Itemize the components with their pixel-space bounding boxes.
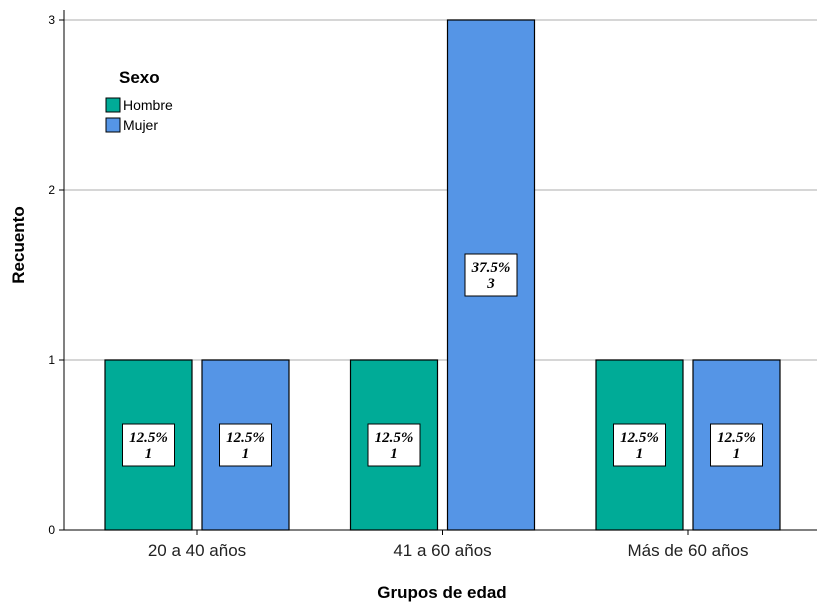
data-label-count: 1: [636, 446, 644, 462]
y-tick-label: 3: [48, 13, 55, 27]
data-labels: 12.5%112.5%112.5%137.5%312.5%112.5%1: [122, 253, 763, 467]
bars: [104, 19, 781, 531]
data-label-box: [613, 423, 666, 467]
data-label-percent: 12.5%: [717, 430, 756, 446]
legend-label-mujer: Mujer: [123, 117, 158, 133]
y-tick-label: 2: [48, 183, 55, 197]
data-label-count: 1: [733, 446, 741, 462]
data-label-box: [464, 253, 518, 297]
x-tick-label: 20 a 40 años: [148, 541, 246, 560]
x-tick-label: 41 a 60 años: [393, 541, 491, 560]
data-label-box: [122, 423, 175, 467]
data-label-count: 1: [390, 446, 398, 462]
legend-title: Sexo: [119, 68, 160, 87]
data-label-percent: 12.5%: [226, 430, 265, 446]
axes: [59, 10, 817, 535]
y-axis-label: Recuento: [9, 206, 28, 283]
data-label-box: [367, 423, 421, 467]
data-label-percent: 37.5%: [471, 260, 511, 276]
y-tick-label: 1: [48, 353, 55, 367]
data-label-percent: 12.5%: [375, 430, 414, 446]
data-label-box: [710, 423, 763, 467]
gridlines: [64, 19, 817, 361]
y-tick-labels: 0 1 2 3: [48, 13, 55, 537]
y-tick-label: 0: [48, 523, 55, 537]
data-label-percent: 12.5%: [129, 430, 168, 446]
data-label-count: 3: [486, 276, 495, 292]
legend: Sexo Hombre Mujer: [105, 68, 173, 133]
data-label-percent: 12.5%: [620, 430, 659, 446]
data-label-box: [219, 423, 272, 467]
legend-label-hombre: Hombre: [123, 97, 173, 113]
x-axis-label: Grupos de edad: [377, 583, 506, 602]
data-label-count: 1: [242, 446, 250, 462]
legend-swatch-mujer: [105, 117, 121, 133]
legend-swatch-hombre: [105, 97, 121, 113]
x-tick-labels: 20 a 40 años 41 a 60 años Más de 60 años: [148, 541, 749, 560]
data-label-count: 1: [145, 446, 153, 462]
x-tick-label: Más de 60 años: [628, 541, 749, 560]
